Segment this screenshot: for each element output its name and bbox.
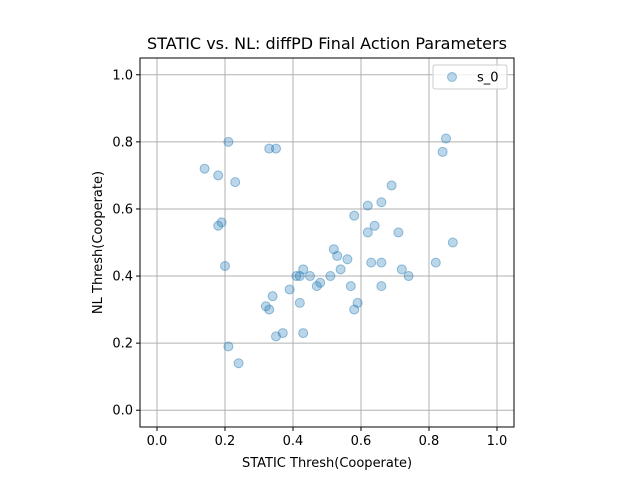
legend-box [432,64,508,90]
legend-marker [447,72,457,82]
x-tick-label: 0.8 [419,434,440,449]
plot-frame [139,57,515,428]
data-point [199,163,210,174]
data-point [277,328,288,339]
axis-ticks: 0.0 0.2 0.4 0.6 0.8 1.0 0.0 0.2 0.4 0.6 0.8 1.0 [112,68,507,449]
data-point [369,220,380,231]
chart-title: STATIC vs. NL: diffPD Final Action Param… [147,34,507,53]
data-point [349,210,360,221]
data-point [294,271,305,282]
y-axis-label: NL Thresh(Cooperate) [91,171,106,314]
y-tick-label: 1.0 [112,68,133,83]
data-point [264,304,275,315]
data-point [271,143,281,154]
data-point [311,281,322,292]
data-point [362,200,373,211]
data-point [291,271,302,282]
legend-label: s_0 [477,71,499,86]
data-point [441,133,451,144]
data-point [223,341,234,352]
data-point [437,146,448,157]
legend: s_0 [432,64,508,90]
x-axis-label: STATIC Thresh(Cooperate) [242,456,412,471]
grid-lines [140,58,514,427]
data-point [396,264,407,275]
data-point [345,281,356,292]
y-tick-label: 0.6 [112,202,133,217]
x-tick-label: 0.6 [351,434,372,449]
data-points [199,133,458,369]
data-point [315,277,326,288]
data-point [220,260,230,271]
data-point [342,254,353,265]
data-point [213,220,224,231]
x-tick-label: 1.0 [487,434,508,449]
y-tick-label: 0.4 [112,270,133,285]
data-point [213,170,224,181]
data-point [366,257,377,268]
data-point [230,177,241,188]
x-tick-label: 0.0 [147,434,168,449]
data-point [376,197,387,208]
data-point [332,250,343,261]
data-point [298,264,309,275]
data-point [216,217,227,228]
data-point [264,143,275,154]
data-point [352,297,363,308]
data-point [362,227,373,238]
data-point [349,304,360,315]
data-point [393,227,404,238]
data-point [386,180,397,191]
y-tick-label: 0.2 [112,337,133,352]
data-point [223,136,234,147]
y-tick-label: 0.8 [112,135,133,150]
x-tick-label: 0.2 [215,434,236,449]
data-point [335,264,346,275]
data-point [284,284,295,295]
data-point [376,257,387,268]
data-point [267,291,278,302]
data-point [403,271,414,282]
data-point [233,358,244,369]
data-point [294,297,305,308]
data-point [430,257,441,268]
data-point [260,301,271,312]
data-point [271,331,281,342]
y-tick-label: 0.0 [112,404,133,419]
data-point [376,281,387,292]
data-point [447,237,458,248]
data-point [305,271,315,282]
data-point [298,328,309,339]
x-tick-label: 0.4 [283,434,304,449]
data-point [328,244,339,255]
data-point [325,271,336,282]
